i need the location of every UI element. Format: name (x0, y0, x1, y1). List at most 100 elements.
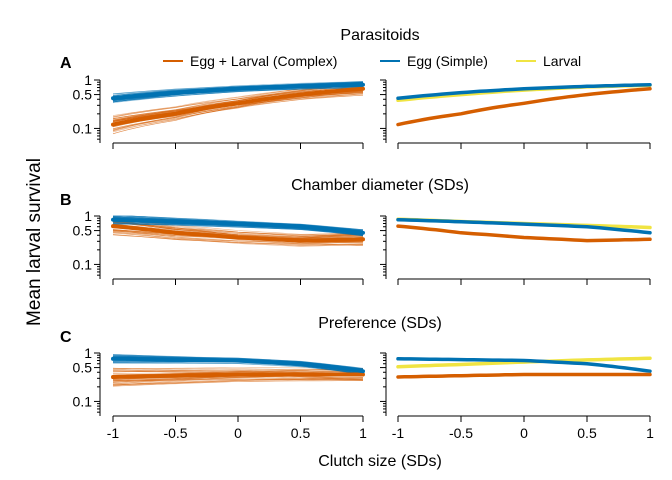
posterior-draw-line (112, 220, 364, 238)
posterior-draw-line (112, 222, 364, 237)
y-tick-label: 0.5 (73, 223, 93, 239)
series-mean-line (111, 372, 365, 379)
series-mean-line (111, 356, 365, 374)
posterior-draw-line (112, 86, 364, 103)
posterior-draw-line (112, 84, 364, 121)
posterior-draw-line (112, 216, 364, 232)
panel-row-b: B Chamber diameter (SDs) 0.1 0.51 (60, 177, 652, 285)
posterior-draw-line (112, 377, 364, 385)
posterior-draw-line (112, 90, 364, 130)
mean-curves-panel: -1 -0.5 0 0.5 1 (380, 352, 654, 441)
panel-title: Chamber diameter (SDs) (291, 177, 469, 194)
y-tick-label: 0.1 (73, 120, 93, 136)
x-tick-label: 0 (234, 425, 242, 441)
series-line (396, 357, 652, 373)
panel-title: Preference (SDs) (318, 315, 442, 332)
x-tick-label: -0.5 (449, 425, 473, 441)
series-line (396, 86, 652, 127)
posterior-draw-line (112, 86, 364, 122)
series-mean-line (111, 82, 365, 101)
series-mean-line (111, 86, 365, 127)
posterior-draw-line (112, 232, 364, 247)
posterior-draw-line (112, 218, 363, 237)
posterior-draw-line (112, 379, 364, 387)
panel-letter: A (60, 55, 72, 72)
legend-entry: Egg (Simple) (380, 53, 488, 69)
posterior-draw-line (112, 367, 363, 370)
posterior-draw-line (112, 361, 364, 375)
posterior-draw-line (112, 222, 364, 237)
posterior-draw-line (112, 222, 364, 236)
mean-curves-panel (380, 79, 652, 149)
posterior-draw-line (112, 377, 364, 386)
legend-entry: Egg + Larval (Complex) (163, 53, 337, 69)
series-line (396, 372, 652, 379)
x-tick-label: 0.5 (577, 425, 597, 441)
posterior-draw-line (112, 219, 364, 237)
posterior-draw-line (112, 222, 364, 239)
mean-curves-panel (380, 215, 652, 285)
chart-title: Parasitoids (340, 27, 419, 44)
posterior-draw-line (112, 91, 364, 129)
posterior-draw-line (112, 230, 364, 244)
posterior-draw-line (112, 362, 364, 374)
y-tick-label: 1 (84, 72, 92, 88)
legend-label: Egg + Larval (Complex) (190, 53, 337, 69)
posterior-draw-line (112, 231, 364, 247)
x-tick-label: 0 (520, 425, 528, 441)
posterior-draw-line (113, 370, 364, 373)
x-tick-label: -0.5 (163, 425, 187, 441)
posterior-draw-line (112, 93, 364, 130)
posterior-draw-line (113, 215, 364, 232)
posterior-draw-line (112, 222, 364, 236)
posterior-draw-line (112, 221, 364, 236)
x-tick-label: -1 (107, 425, 120, 441)
posterior-draw-line (112, 94, 364, 127)
posterior-draw-line (112, 378, 364, 385)
posterior-draw-line (112, 87, 364, 101)
posterior-draws-panel: 0.1 0.51 (73, 72, 365, 149)
series-line (396, 224, 652, 243)
posterior-draw-line (112, 234, 364, 245)
y-tick-label: 0.5 (73, 87, 93, 103)
y-tick-label: 0.5 (73, 360, 93, 376)
posterior-draw-line (112, 377, 364, 387)
posterior-draw-line (112, 355, 364, 370)
posterior-draw-line (112, 87, 364, 118)
legend-label: Larval (543, 53, 581, 69)
legend-entry: Larval (516, 53, 581, 69)
series-line (396, 82, 652, 100)
posterior-draw-line (112, 377, 364, 382)
x-tick-label: 0.5 (291, 425, 311, 441)
posterior-draw-line (112, 85, 364, 123)
x-axis-label: Clutch size (SDs) (318, 453, 442, 470)
posterior-draw-line (112, 221, 364, 236)
posterior-draw-line (113, 368, 364, 371)
legend-label: Egg (Simple) (407, 53, 488, 69)
posterior-draw-line (112, 378, 363, 381)
posterior-draw-line (112, 379, 363, 382)
x-tick-label: 1 (359, 425, 367, 441)
panel-letter: B (60, 192, 72, 209)
posterior-draw-line (112, 86, 364, 102)
posterior-draw-line (112, 369, 363, 373)
y-tick-label: 0.1 (73, 393, 93, 409)
posterior-draw-line (112, 223, 364, 236)
panel-letter: C (60, 329, 72, 346)
panel-row-a: A 0.1 0.51 (60, 55, 652, 149)
posterior-draws-panel: 0.10.51-1 -0.5 0 0.5 1 (73, 345, 368, 441)
x-tick-label: 1 (646, 425, 654, 441)
posterior-draw-line (112, 81, 364, 96)
series-mean-line (111, 217, 365, 235)
y-tick-label: 1 (84, 208, 92, 224)
posterior-draw-line (112, 86, 364, 103)
posterior-draw-line (112, 380, 364, 386)
y-tick-label: 0.1 (73, 256, 93, 272)
posterior-draw-line (112, 217, 364, 231)
x-tick-label: -1 (392, 425, 405, 441)
y-tick-label: 1 (84, 345, 92, 361)
posterior-draw-line (112, 230, 364, 246)
